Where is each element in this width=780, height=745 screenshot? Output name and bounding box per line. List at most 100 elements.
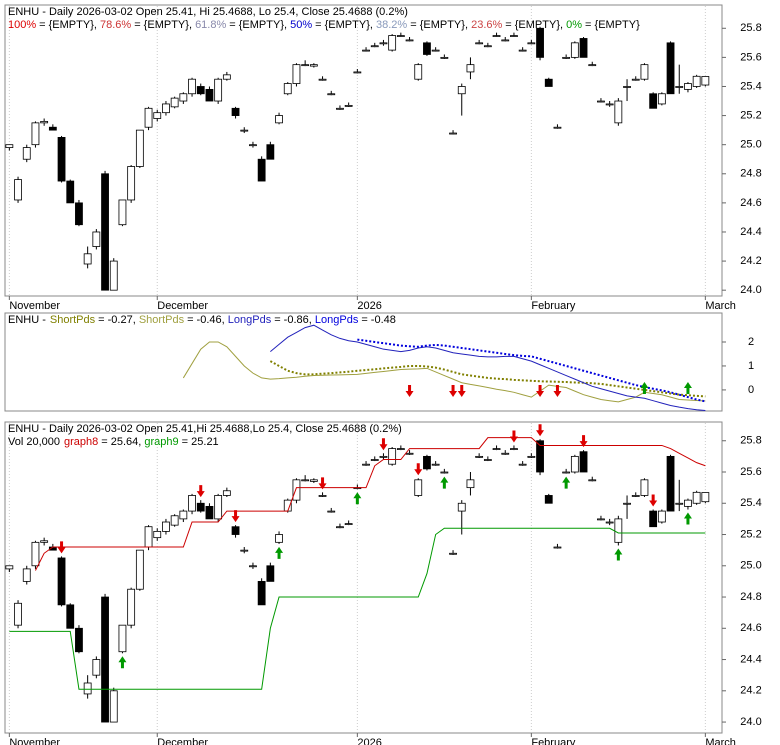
candle-body xyxy=(75,202,83,226)
legend-name: LongPds xyxy=(228,314,272,326)
candle-body xyxy=(292,64,301,84)
candle-body xyxy=(127,588,136,626)
candle-body xyxy=(527,42,536,45)
candle-body xyxy=(466,64,475,73)
candle-body xyxy=(449,552,457,555)
candle-body xyxy=(449,132,457,135)
candle-body xyxy=(240,129,249,132)
legend-name: ShortPds xyxy=(139,314,185,326)
candle-body xyxy=(544,495,553,504)
candle-body xyxy=(431,463,440,466)
candle-body xyxy=(318,78,327,81)
candle-body xyxy=(649,510,658,528)
candle-body xyxy=(162,103,170,114)
y-tick-label: 25.2 xyxy=(740,528,761,540)
candle-body xyxy=(292,479,301,501)
legend-separator: , xyxy=(189,19,195,31)
candle-body xyxy=(570,42,579,58)
x-tick-label: February xyxy=(531,737,576,745)
candle-body xyxy=(640,64,649,80)
candle-body xyxy=(188,78,196,95)
candle-body xyxy=(675,86,684,88)
y-tick-label: 0 xyxy=(748,384,754,396)
x-tick-label: March xyxy=(705,737,736,745)
buy-arrow xyxy=(614,548,623,561)
legend: Vol 20,000 graph8 = 25.64, graph9 = 25.21 xyxy=(8,436,219,448)
candle-body xyxy=(588,64,597,67)
candle-body xyxy=(301,64,310,67)
candle-body xyxy=(649,93,658,109)
legend-name: ShortPds xyxy=(50,314,96,326)
candle-body xyxy=(22,568,31,582)
candle-body xyxy=(657,93,666,105)
sell-arrow xyxy=(536,385,545,397)
y-tick-label: 24.8 xyxy=(740,168,761,180)
legend-separator: , xyxy=(133,314,139,326)
legend-value: = -0.46 xyxy=(187,314,222,326)
candle-body xyxy=(196,86,205,95)
sell-arrow xyxy=(553,385,562,397)
candle-body xyxy=(414,64,423,80)
y-tick-label: 24.6 xyxy=(740,622,761,634)
candle-body xyxy=(527,455,536,458)
candle-body xyxy=(101,173,109,291)
candle-body xyxy=(5,144,14,148)
candle-body xyxy=(414,479,423,496)
candle-body xyxy=(127,166,136,201)
y-tick-label: 25.8 xyxy=(740,435,761,447)
chart-title: ENHU - Daily 2026-03-02 Open 25.41,Hi 25… xyxy=(8,423,402,435)
candle-body xyxy=(518,49,527,52)
candle-body xyxy=(570,455,579,473)
y-tick-label: 24.4 xyxy=(740,226,761,238)
candle-body xyxy=(196,502,205,512)
y-tick-label: 1 xyxy=(748,360,754,372)
candle-body xyxy=(553,546,562,549)
candle-body xyxy=(275,115,283,124)
candle-body xyxy=(144,107,153,128)
legend-separator: , xyxy=(370,19,376,31)
y-tick-label: 24.6 xyxy=(740,197,761,209)
y-tick-label: 25.0 xyxy=(740,139,761,151)
sell-arrow xyxy=(649,494,658,507)
legend-value: = -0.27 xyxy=(98,314,133,326)
candle-body xyxy=(40,540,49,543)
candle-body xyxy=(336,526,344,529)
candle-body xyxy=(684,83,692,90)
candle-body xyxy=(536,27,544,58)
candle-body xyxy=(457,86,466,95)
sell-arrow xyxy=(196,485,205,498)
y-tick-label: 24.4 xyxy=(740,653,761,665)
candle-body xyxy=(266,144,275,160)
candle-body xyxy=(370,459,379,461)
buy-arrow xyxy=(118,656,127,669)
y-tick-label: 2 xyxy=(748,336,754,348)
candle-body xyxy=(362,49,370,52)
legend-separator: , xyxy=(560,19,566,31)
legend-value: = 25.21 xyxy=(182,436,219,448)
candle-body xyxy=(101,596,109,723)
legend-separator: , xyxy=(284,19,290,31)
candle-body xyxy=(344,104,353,107)
panel xyxy=(4,4,723,297)
y-tick-label: 25.4 xyxy=(740,80,761,92)
candle-body xyxy=(666,42,675,95)
buy-arrow xyxy=(440,476,449,489)
candle-body xyxy=(536,440,544,473)
candle-body xyxy=(205,88,214,102)
candle-body xyxy=(423,455,431,470)
y-tick-label: 25.4 xyxy=(740,497,761,509)
x-tick-label: November xyxy=(9,300,60,312)
candle-body xyxy=(396,35,405,37)
legend-separator: , xyxy=(309,314,315,326)
buy-arrow xyxy=(683,382,692,394)
candle-body xyxy=(309,479,318,482)
y-tick-label: 24.0 xyxy=(740,284,761,296)
sell-arrow xyxy=(405,385,414,397)
candle-body xyxy=(222,74,231,80)
chart-title: ENHU - Daily 2026-03-02 Open 25.41, Hi 2… xyxy=(8,6,408,18)
legend-name: 61.8% xyxy=(195,19,226,31)
candle-body xyxy=(231,107,240,116)
sell-arrow xyxy=(449,385,458,397)
candle-body xyxy=(222,490,231,496)
x-tick-label: November xyxy=(9,737,60,745)
